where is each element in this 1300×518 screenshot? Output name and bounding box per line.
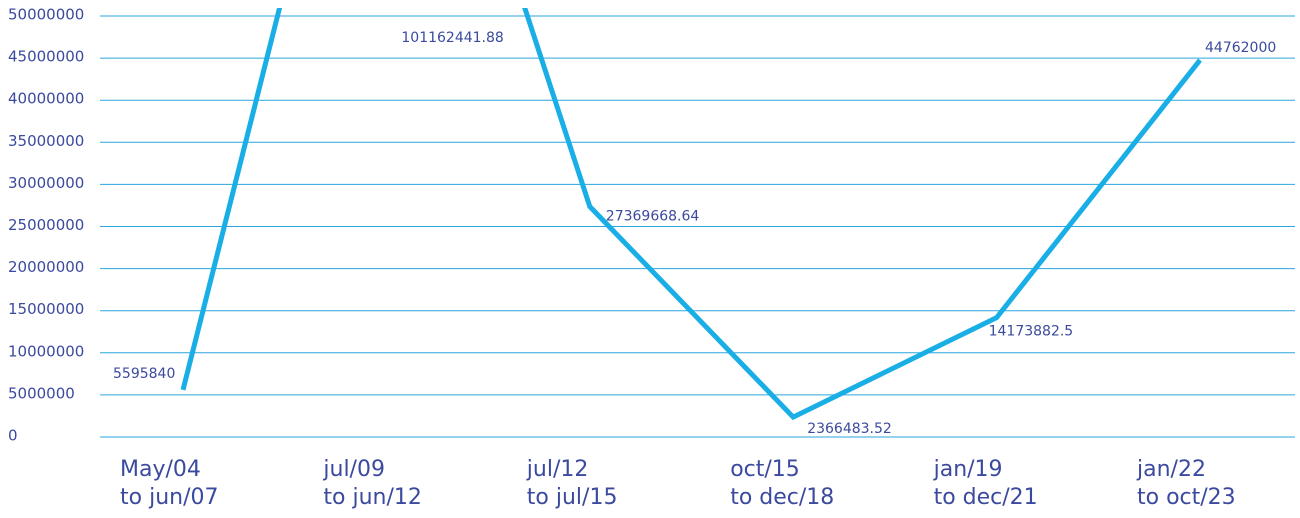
data-label: 101162441.88 xyxy=(401,30,503,46)
y-tick-label: 10000000 xyxy=(8,342,84,360)
x-tick-line: to jun/07 xyxy=(120,485,218,510)
x-tick-line: to jul/15 xyxy=(527,485,618,510)
y-tick-label: 0 xyxy=(8,427,18,445)
x-tick-line: to oct/23 xyxy=(1137,485,1236,510)
x-tick-line: jul/12 xyxy=(526,457,589,482)
y-tick-label: 45000000 xyxy=(8,48,84,66)
y-tick-label: 5000000 xyxy=(8,384,75,402)
y-tick-label: 40000000 xyxy=(8,90,84,108)
y-tick-label: 35000000 xyxy=(8,132,84,150)
x-tick-label: jan/19 to dec/21 xyxy=(933,457,1038,510)
y-tick-label: 25000000 xyxy=(8,216,84,234)
x-tick-line: jan/19 xyxy=(933,457,1003,482)
x-tick-label: oct/15 to dec/18 xyxy=(730,457,834,510)
x-tick-line: to jun/12 xyxy=(323,485,421,510)
data-label: 14173882.5 xyxy=(989,324,1074,340)
x-tick-label: jan/22 to oct/23 xyxy=(1136,457,1236,510)
y-tick-label: 50000000 xyxy=(8,6,84,24)
x-tick-label: jul/09 to jun/12 xyxy=(322,457,421,510)
y-tick-label: 20000000 xyxy=(8,258,84,276)
x-tick-line: jul/09 xyxy=(322,457,385,482)
x-tick-label: jul/12 to jul/15 xyxy=(526,457,618,510)
x-tick-line: oct/15 xyxy=(730,457,800,482)
line xyxy=(180,8,1202,421)
x-tick-label: May/04 to jun/07 xyxy=(120,457,218,510)
x-tick-line: to dec/21 xyxy=(934,485,1038,510)
data-label: 44762000 xyxy=(1205,40,1276,56)
x-tick-line: May/04 xyxy=(120,457,201,482)
data-label: 5595840 xyxy=(113,366,175,382)
data-label: 2366483.52 xyxy=(807,421,892,437)
data-label: 27369668.64 xyxy=(606,209,700,225)
y-tick-label: 15000000 xyxy=(8,300,84,318)
y-tick-label: 30000000 xyxy=(8,174,84,192)
x-tick-line: jan/22 xyxy=(1136,457,1206,482)
x-tick-line: to dec/18 xyxy=(730,485,834,510)
